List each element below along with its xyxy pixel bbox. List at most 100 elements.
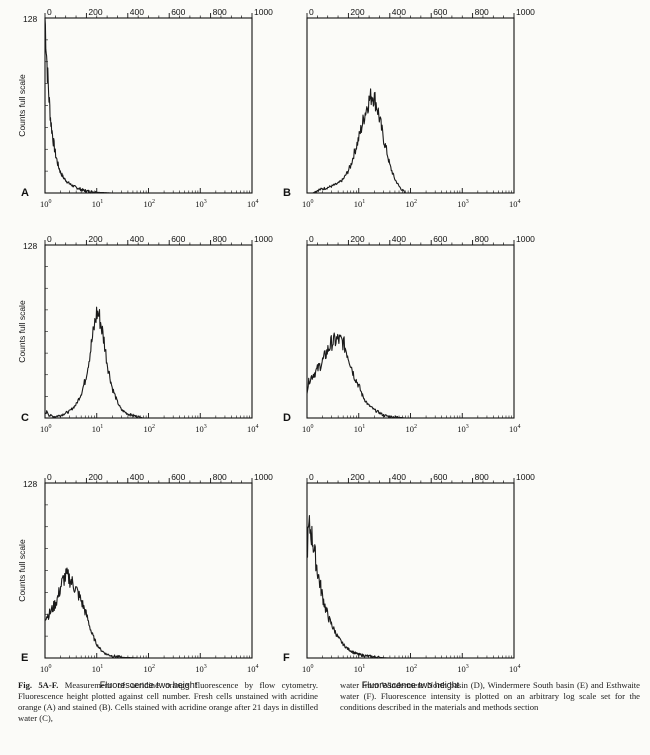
bottom-tick-label: 103 <box>195 664 207 674</box>
top-tick-label: 200 <box>88 472 102 482</box>
y-max-label: 128 <box>23 479 37 489</box>
top-tick-label: 1000 <box>516 234 535 244</box>
top-tick-label: 600 <box>171 234 185 244</box>
top-tick-label: 0 <box>47 472 52 482</box>
caption-right-text: water from Windermere North basin (D), W… <box>340 680 640 712</box>
bottom-tick-label: 100 <box>302 199 314 209</box>
histogram-trace <box>312 88 406 194</box>
bottom-tick-label: 101 <box>92 424 104 434</box>
bottom-tick-label: 100 <box>40 424 52 434</box>
histogram-trace <box>44 567 144 659</box>
panel-frame <box>44 482 253 659</box>
bottom-tick-label: 103 <box>457 199 469 209</box>
top-tick-label: 400 <box>392 7 406 17</box>
histogram-trace <box>44 306 144 419</box>
top-tick-label: 400 <box>130 234 144 244</box>
panel-d: 0 200 400 600 800 1000 100 101 102 103 104 D <box>283 234 535 434</box>
top-tick-label: 400 <box>392 472 406 482</box>
panel-letter: C <box>21 412 29 424</box>
bottom-tick-label: 100 <box>302 424 314 434</box>
top-tick-label: 800 <box>475 472 489 482</box>
panel-f: 0 200 400 600 800 1000 100 101 102 103 104 F Fluores… <box>283 472 535 690</box>
top-tick-label: 800 <box>213 234 227 244</box>
top-tick-label: 0 <box>309 472 314 482</box>
bottom-tick-label: 104 <box>509 424 521 434</box>
panel-a: 0 200 400 600 800 1000 100 101 102 103 104 128 Count… <box>17 7 273 209</box>
panel-frame <box>306 244 515 419</box>
bottom-tick-label: 101 <box>354 664 366 674</box>
bottom-tick-label: 100 <box>302 664 314 674</box>
top-tick-label: 200 <box>350 472 364 482</box>
bottom-tick-label: 100 <box>40 199 52 209</box>
top-tick-label: 0 <box>309 234 314 244</box>
histogram-trace <box>44 18 113 194</box>
panel-frame <box>44 244 253 419</box>
top-tick-label: 400 <box>130 7 144 17</box>
bottom-tick-label: 102 <box>144 424 156 434</box>
y-axis-label: Counts full scale <box>17 74 27 137</box>
caption-left-text: Measurement of acridine orange fluoresce… <box>18 680 318 723</box>
bottom-tick-label: 104 <box>247 199 259 209</box>
caption-left-column: Fig. 5A-F. Measurement of acridine orang… <box>18 680 318 724</box>
panel-letter: D <box>283 412 291 424</box>
top-tick-label: 400 <box>392 234 406 244</box>
top-tick-label: 800 <box>213 7 227 17</box>
bottom-tick-label: 104 <box>509 199 521 209</box>
bottom-tick-label: 102 <box>144 199 156 209</box>
panel-e: 0 200 400 600 800 1000 100 101 102 103 104 128 Count… <box>17 472 273 690</box>
top-tick-label: 600 <box>433 234 447 244</box>
panel-frame <box>306 482 515 659</box>
top-tick-label: 800 <box>213 472 227 482</box>
bottom-tick-label: 100 <box>40 664 52 674</box>
x-axis-label: Fluorescence two height <box>100 680 198 690</box>
panel-c: 0 200 400 600 800 1000 100 101 102 103 104 128 Count… <box>17 234 273 434</box>
top-tick-label: 1000 <box>254 7 273 17</box>
top-tick-label: 200 <box>88 234 102 244</box>
bottom-tick-label: 101 <box>354 199 366 209</box>
top-tick-label: 1000 <box>254 472 273 482</box>
top-tick-label: 1000 <box>516 472 535 482</box>
bottom-tick-label: 102 <box>406 424 418 434</box>
top-tick-label: 200 <box>350 234 364 244</box>
top-tick-label: 200 <box>88 7 102 17</box>
bottom-tick-label: 101 <box>354 424 366 434</box>
top-tick-label: 800 <box>475 234 489 244</box>
panel-letter: A <box>21 187 29 199</box>
top-tick-label: 600 <box>433 7 447 17</box>
bottom-tick-label: 101 <box>92 199 104 209</box>
panel-b: 0 200 400 600 800 1000 100 101 102 103 104 B <box>283 7 535 209</box>
histogram-trace <box>306 332 406 419</box>
histogram-trace <box>306 515 390 659</box>
top-tick-label: 0 <box>47 7 52 17</box>
panel-letter: F <box>283 652 290 664</box>
bottom-tick-label: 103 <box>457 664 469 674</box>
bottom-tick-label: 104 <box>247 424 259 434</box>
bottom-tick-label: 103 <box>457 424 469 434</box>
top-tick-label: 600 <box>171 7 185 17</box>
caption-label: Fig. 5A-F. <box>18 680 59 690</box>
bottom-tick-label: 104 <box>247 664 259 674</box>
panel-frame <box>306 17 515 194</box>
top-tick-label: 0 <box>309 7 314 17</box>
panel-letter: E <box>21 652 28 664</box>
top-tick-label: 400 <box>130 472 144 482</box>
y-axis-label: Counts full scale <box>17 300 27 363</box>
bottom-tick-label: 102 <box>406 199 418 209</box>
bottom-tick-label: 102 <box>144 664 156 674</box>
y-axis-label: Counts full scale <box>17 539 27 602</box>
caption-right-column: water from Windermere North basin (D), W… <box>340 680 640 713</box>
panel-frame <box>44 17 253 194</box>
top-tick-label: 600 <box>171 472 185 482</box>
bottom-tick-label: 103 <box>195 199 207 209</box>
top-tick-label: 600 <box>433 472 447 482</box>
panel-letter: B <box>283 187 291 199</box>
x-axis-label: Fluorescence two height <box>362 680 460 690</box>
top-tick-label: 1000 <box>516 7 535 17</box>
y-max-label: 128 <box>23 14 37 24</box>
bottom-tick-label: 102 <box>406 664 418 674</box>
bottom-tick-label: 104 <box>509 664 521 674</box>
y-max-label: 128 <box>23 241 37 251</box>
bottom-tick-label: 101 <box>92 664 104 674</box>
top-tick-label: 200 <box>350 7 364 17</box>
